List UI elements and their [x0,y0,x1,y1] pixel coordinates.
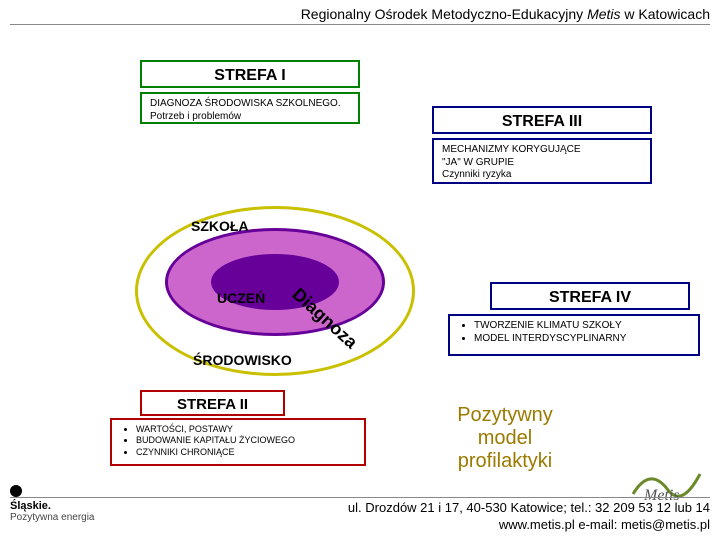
header-prefix: Regionalny Ośrodek Metodyczno-Edukacyjny [301,6,587,22]
strefa3-title: STREFA III [432,106,652,134]
strefa4-bullet: TWORZENIE KLIMATU SZKOŁY [474,320,690,333]
strefa2-bullet: WARTOŚCI, POSTAWY [136,424,356,435]
header-suffix: w Katowicach [624,6,710,22]
strefa2-bullet: CZYNNIKI CHRONIĄCE [136,447,356,458]
posmodel-line: Pozytywny [420,404,590,427]
posmodel-line: model [420,427,590,450]
strefa1-body: DIAGNOZA ŚRODOWISKA SZKOLNEGO. Potrzeb i… [140,92,360,124]
footer-line1: ul. Drozdów 21 i 17, 40-530 Katowice; te… [10,500,710,517]
footer-block: ul. Drozdów 21 i 17, 40-530 Katowice; te… [10,497,710,534]
header-line: Regionalny Ośrodek Metodyczno-Edukacyjny… [10,6,710,25]
slide-root: Regionalny Ośrodek Metodyczno-Edukacyjny… [0,0,720,540]
strefa4-body: TWORZENIE KLIMATU SZKOŁY MODEL INTERDYSC… [448,314,700,356]
footer-line2: www.metis.pl e-mail: metis@metis.pl [10,517,710,534]
header-italic: Metis [587,6,624,22]
strefa3-line: MECHANIZMY KORYGUJĄCE [442,144,642,157]
strefa2-title: STREFA II [140,390,285,416]
ellipse-group: SZKOŁA UCZEŃ ŚRODOWISKO [135,206,415,376]
strefa2-body: WARTOŚCI, POSTAWY BUDOWANIE KAPITAŁU ŻYC… [110,418,366,466]
strefa4-title: STREFA IV [490,282,690,310]
strefa1-title: STREFA I [140,60,360,88]
label-srodowisko: ŚRODOWISKO [193,352,292,368]
strefa4-bullet: MODEL INTERDYSCYPLINARNY [474,333,690,346]
strefa2-bullet: BUDOWANIE KAPITAŁU ŻYCIOWEGO [136,435,356,446]
posmodel-line: profilaktyki [420,450,590,473]
logo-slaskie-dot-icon [10,485,22,497]
strefa3-body: MECHANIZMY KORYGUJĄCE "JA" W GRUPIE Czyn… [432,138,652,184]
strefa3-line: Czynniki ryzyka [442,169,642,182]
strefa3-line: "JA" W GRUPIE [442,157,642,170]
label-uczen: UCZEŃ [217,290,265,306]
label-szkola: SZKOŁA [191,218,249,234]
pozytywny-model: Pozytywny model profilaktyki [420,404,590,473]
